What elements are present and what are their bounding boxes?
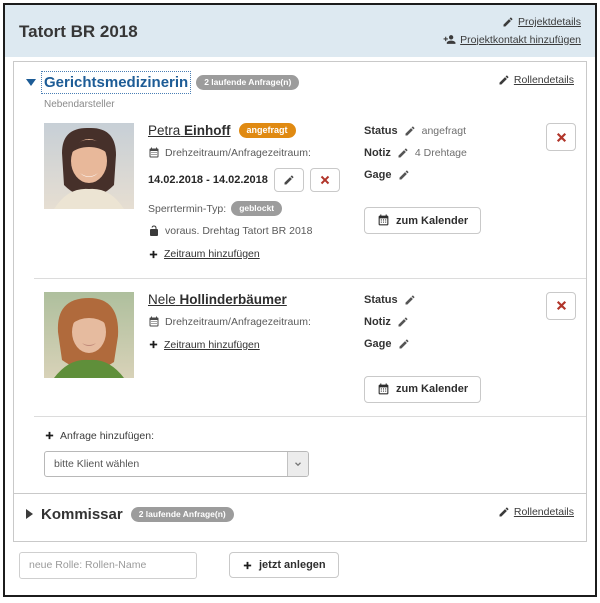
status-label: Status — [364, 293, 398, 306]
candidate-details: Petra Einhoff angefragt Drehzeitraum/Anf… — [134, 123, 364, 265]
calendar-icon — [148, 147, 160, 159]
candidate-details: Nele Hollinderbäumer Drehzeitraum/Anfrag… — [134, 292, 364, 403]
add-period-link[interactable]: Zeitraum hinzufügen — [148, 248, 260, 260]
calendar-icon — [148, 316, 160, 328]
add-request-label: Anfrage hinzufügen: — [60, 429, 154, 442]
candidate-meta: Status angefragt Notiz 4 Drehtage Gage z… — [364, 123, 534, 265]
period-label: Drehzeitraum/Anfragezeitraum: — [165, 315, 311, 328]
rollendetails-link[interactable]: Rollendetails — [498, 74, 574, 86]
add-period-link[interactable]: Zeitraum hinzufügen — [148, 339, 260, 351]
person-add-icon — [443, 33, 456, 46]
candidate-first-name: Nele — [148, 291, 176, 307]
projektdetails-link[interactable]: Projektdetails — [502, 16, 581, 28]
client-select-value: bitte Klient wählen — [54, 457, 140, 470]
plus-icon — [148, 339, 159, 350]
add-request-area: Anfrage hinzufügen: bitte Klient wählen — [14, 417, 586, 493]
candidate-meta: Status Notiz Gage zum Kalender — [364, 292, 534, 403]
pencil-icon — [502, 16, 514, 28]
collapse-triangle-icon — [26, 79, 36, 86]
voraus-text: voraus. Drehtag Tatort BR 2018 — [165, 225, 313, 237]
status-label: Status — [364, 125, 398, 137]
zum-kalender-button[interactable]: zum Kalender — [364, 207, 482, 234]
candidate-last-name: Hollinderbäumer — [179, 291, 287, 307]
zum-kalender-label: zum Kalender — [396, 214, 469, 227]
rollendetails-label: Rollendetails — [513, 74, 574, 86]
calendar-icon — [377, 383, 390, 396]
sperrtermin-label: Sperrtermin-Typ: — [148, 202, 227, 215]
edit-notiz-button[interactable] — [397, 147, 409, 159]
role-section-gerichtsmedizinerin: Gerichtsmedizinerin 2 laufende Anfrage(n… — [13, 61, 587, 494]
new-role-footer: jetzt anlegen — [5, 542, 595, 591]
role-subtitle: Nebendarsteller — [44, 99, 115, 110]
candidate-first-name: Petra — [148, 123, 181, 138]
candidate-row-nele-hollinderbaeumer: Nele Hollinderbäumer Drehzeitraum/Anfrag… — [14, 279, 586, 416]
plus-icon — [148, 249, 159, 260]
status-value: angefragt — [421, 125, 466, 137]
candidate-row-petra-einhoff: Petra Einhoff angefragt Drehzeitraum/Anf… — [14, 110, 586, 278]
notiz-value: 4 Drehtage — [414, 147, 467, 159]
projektkontakt-link[interactable]: Projektkontakt hinzufügen — [443, 33, 581, 46]
role-section-kommissar: Kommissar 2 laufende Anfrage(n) Rollende… — [13, 492, 587, 542]
role-title[interactable]: Kommissar — [41, 505, 123, 523]
edit-gage-button[interactable] — [398, 338, 410, 350]
calendar-icon — [377, 214, 390, 227]
role-title[interactable]: Gerichtsmedizinerin — [40, 71, 192, 94]
candidate-name-link[interactable]: Petra Einhoff — [148, 123, 231, 138]
projektdetails-label: Projektdetails — [517, 16, 581, 28]
edit-gage-button[interactable] — [398, 169, 410, 181]
remove-candidate-button[interactable] — [546, 291, 576, 320]
edit-notiz-button[interactable] — [397, 316, 409, 328]
plus-icon — [242, 560, 253, 571]
chevron-down-icon — [287, 451, 308, 476]
notiz-label: Notiz — [364, 147, 391, 159]
candidate-last-name: Einhoff — [184, 123, 231, 138]
sperrtermin-badge: geblockt — [231, 201, 283, 216]
period-label: Drehzeitraum/Anfragezeitraum: — [165, 147, 311, 159]
running-requests-badge: 2 laufende Anfrage(n) — [130, 506, 234, 522]
candidate-divider — [34, 277, 586, 279]
edit-status-button[interactable] — [404, 294, 416, 306]
running-requests-badge: 2 laufende Anfrage(n) — [196, 75, 300, 90]
edit-period-button[interactable] — [273, 168, 304, 192]
projektkontakt-label: Projektkontakt hinzufügen — [460, 33, 581, 46]
plus-icon — [44, 430, 55, 441]
edit-status-button[interactable] — [404, 125, 416, 137]
client-select[interactable]: bitte Klient wählen — [44, 450, 309, 477]
project-header-links: Projektdetails Projektkontakt hinzufügen — [443, 13, 581, 51]
unlock-icon — [148, 225, 160, 237]
zum-kalender-button[interactable]: zum Kalender — [364, 375, 482, 403]
project-header: Tatort BR 2018 Projektdetails Projektkon… — [5, 5, 595, 57]
candidate-photo[interactable] — [44, 123, 134, 209]
gage-label: Gage — [364, 169, 392, 181]
add-period-label: Zeitraum hinzufügen — [164, 338, 260, 351]
project-page: Tatort BR 2018 Projektdetails Projektkon… — [3, 3, 597, 597]
new-role-input[interactable] — [19, 551, 197, 579]
create-role-label: jetzt anlegen — [259, 559, 326, 571]
create-role-button[interactable]: jetzt anlegen — [229, 552, 339, 578]
candidate-photo[interactable] — [44, 291, 134, 378]
add-period-label: Zeitraum hinzufügen — [164, 248, 260, 260]
pencil-icon — [498, 506, 510, 518]
zum-kalender-label: zum Kalender — [396, 383, 469, 395]
role-toggle-gerichtsmedizinerin[interactable]: Gerichtsmedizinerin 2 laufende Anfrage(n… — [26, 71, 300, 94]
rollendetails-label: Rollendetails — [513, 505, 574, 518]
rollendetails-link[interactable]: Rollendetails — [498, 506, 574, 518]
candidate-name-link[interactable]: Nele Hollinderbäumer — [148, 292, 287, 307]
notiz-label: Notiz — [364, 315, 391, 328]
role-header: Gerichtsmedizinerin 2 laufende Anfrage(n… — [14, 62, 586, 94]
candidate-divider — [34, 415, 586, 417]
role-toggle-kommissar[interactable]: Kommissar 2 laufende Anfrage(n) — [26, 506, 234, 523]
delete-period-button[interactable] — [309, 168, 340, 192]
remove-candidate-button[interactable] — [546, 123, 576, 151]
pencil-icon — [498, 74, 510, 86]
project-title: Tatort BR 2018 — [19, 22, 138, 41]
expand-triangle-icon — [26, 509, 33, 519]
status-badge: angefragt — [238, 123, 296, 138]
date-range: 14.02.2018 - 14.02.2018 — [148, 174, 268, 186]
gage-label: Gage — [364, 337, 392, 350]
